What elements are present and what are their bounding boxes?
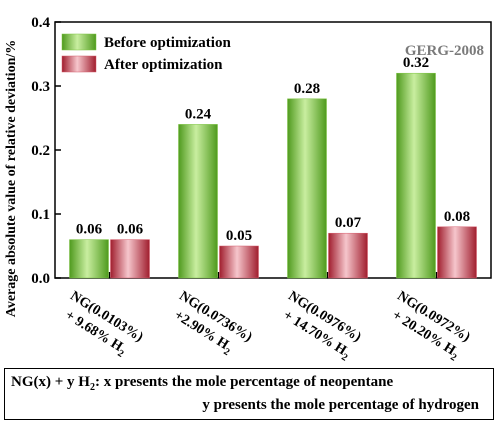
y-axis-label: Average absolute value of relative devia… bbox=[4, 40, 19, 318]
note-line-1: NG(x) + y H2: x presents the mole percen… bbox=[11, 374, 393, 393]
bar-before bbox=[287, 98, 327, 279]
y-tick-label: 0.4 bbox=[31, 15, 50, 31]
bar-after bbox=[437, 226, 477, 279]
legend-swatch-before bbox=[61, 33, 97, 51]
y-tick-label: 0.1 bbox=[31, 207, 50, 223]
x-tick-label-subscript: 2 bbox=[448, 352, 458, 364]
x-tick-label: NG(0.0972%)+ 20.20% H2 bbox=[383, 289, 473, 364]
model-annotation: GERG-2008 bbox=[405, 43, 484, 59]
data-label: 0.08 bbox=[444, 209, 470, 225]
y-tick-label: 0.3 bbox=[31, 79, 50, 95]
x-tick-label-subscript: 2 bbox=[339, 352, 349, 364]
bar-after bbox=[328, 232, 368, 279]
note-text-a: NG(x) + y H bbox=[11, 374, 90, 390]
y-tick-label: 0.0 bbox=[31, 271, 50, 287]
data-label: 0.06 bbox=[117, 222, 144, 238]
data-label: 0.05 bbox=[226, 228, 252, 244]
x-tick-label-subscript: 2 bbox=[221, 346, 231, 358]
note-box: NG(x) + y H2: x presents the mole percen… bbox=[4, 368, 494, 420]
legend-label: Before optimization bbox=[104, 35, 231, 51]
y-tick-label: 0.2 bbox=[31, 143, 50, 159]
data-label: 0.28 bbox=[294, 81, 320, 97]
note-subscript: 2 bbox=[89, 382, 95, 393]
bar-before bbox=[178, 124, 218, 279]
bar-before bbox=[396, 72, 436, 279]
x-tick-label: NG(0.0736%)+2.90% H2 bbox=[165, 289, 255, 364]
data-label: 0.06 bbox=[76, 222, 103, 238]
note-text-b: : x presents the mole percentage of neop… bbox=[94, 374, 394, 390]
bar-after bbox=[110, 239, 150, 279]
x-tick-label: NG(0.0103%)+ 9.68% H2 bbox=[56, 289, 146, 364]
legend-swatch-after bbox=[61, 55, 97, 73]
x-tick-label-subscript: 2 bbox=[115, 348, 125, 360]
x-tick-label: NG(0.0976%)+ 14.70% H2 bbox=[274, 289, 364, 364]
bar-chart: 0.0 0.1 0.2 0.3 0.4 Average absolute value of… bbox=[4, 15, 492, 364]
data-label: 0.07 bbox=[335, 215, 362, 231]
legend-label: After optimization bbox=[104, 57, 223, 73]
data-label: 0.24 bbox=[185, 106, 212, 122]
note-line-2: y presents the mole percentage of hydrog… bbox=[202, 397, 479, 413]
data-label: 0.32 bbox=[403, 55, 429, 71]
bar-after bbox=[219, 245, 259, 279]
bar-before bbox=[69, 239, 109, 279]
